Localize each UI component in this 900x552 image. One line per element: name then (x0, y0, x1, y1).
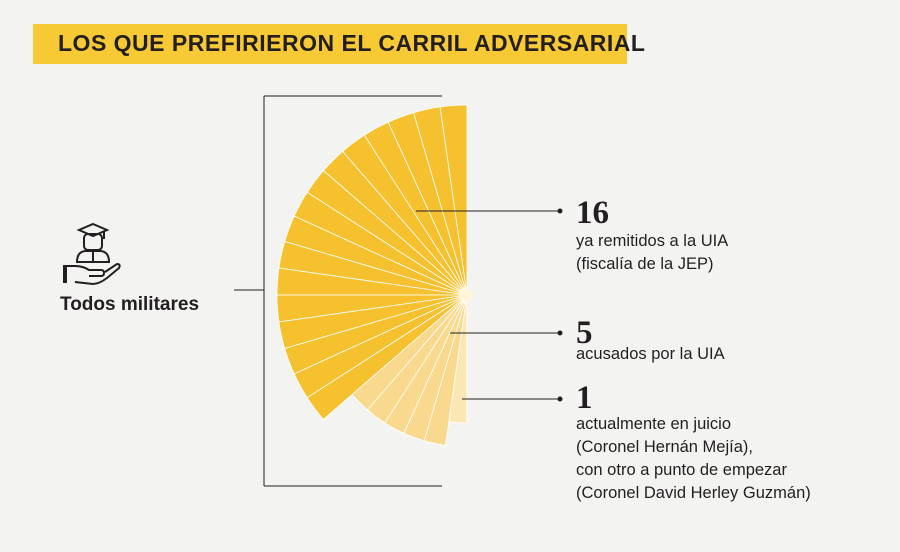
group-1-line-2: (fiscalía de la JEP) (576, 255, 714, 273)
group-3-number: 1 (576, 380, 593, 416)
bracket-frame (234, 95, 442, 487)
group-3-line-3: con otro a punto de empezar (576, 461, 787, 479)
page-title: LOS QUE PREFIRIERON EL CARRIL ADVERSARIA… (58, 30, 646, 56)
group-1-line-1: ya remitidos a la UIA (576, 232, 729, 250)
leader-lines (416, 208, 563, 402)
group-3-line-2: (Coronel Hernán Mejía), (576, 438, 753, 456)
leader-dot-1 (557, 208, 563, 214)
fan-wedge-group-3 (448, 294, 468, 424)
fan-center (461, 289, 473, 301)
subject-label: Todos militares (60, 294, 200, 315)
fan-wedge-group-1 (306, 294, 468, 420)
fan-group (276, 104, 473, 446)
military-cap-hand-icon (63, 222, 123, 288)
title-banner (33, 24, 627, 64)
group-2-number: 5 (576, 315, 593, 351)
group-2-line-1: acusados por la UIA (576, 345, 725, 363)
group-1-number: 16 (576, 195, 609, 231)
leader-dot-3 (557, 396, 563, 402)
leader-dot-2 (557, 330, 563, 336)
group-3-line-4: (Coronel David Herley Guzmán) (576, 484, 811, 502)
group-3-line-1: actualmente en juicio (576, 415, 732, 433)
